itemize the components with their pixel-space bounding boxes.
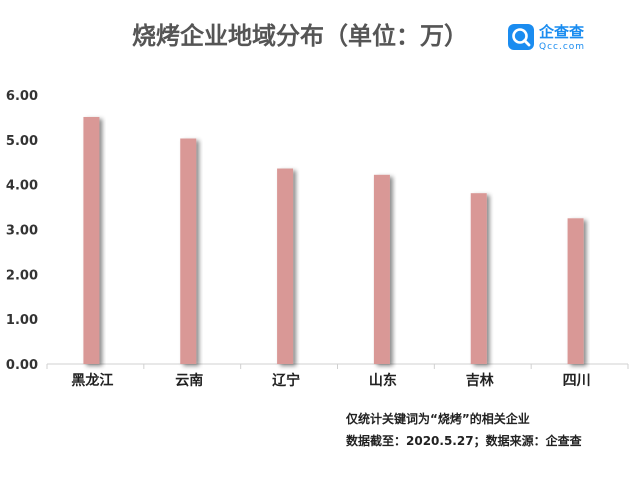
x-tick-label: 黑龙江 [71,372,113,389]
bars [83,116,584,365]
x-tick-label: 辽宁 [272,372,300,389]
x-tick-label: 四川 [563,373,591,389]
qcc-logo-icon [508,24,534,50]
y-tick-label: 5.00 [6,134,38,149]
y-tick-label: 3.00 [6,224,38,239]
bar [180,138,197,364]
bar [83,116,100,365]
x-tick-label: 吉林 [466,372,494,389]
y-axis: 0.00 1.00 2.00 3.00 4.00 5.00 6.00 [6,89,38,373]
footnote: 数据截至：2020.5.27；数据来源：企查查 [346,433,583,448]
y-tick-label: 1.00 [6,313,38,328]
logo-name: 企查查 [539,23,585,41]
bar [470,193,487,364]
y-tick-label: 0.00 [6,358,38,373]
footnote: 仅统计关键词为“烧烤”的相关企业 [345,411,530,426]
qcc-logo: 企查查 Qcc.com [508,22,618,56]
x-tick-label: 山东 [369,372,397,389]
bar [373,174,390,364]
logo-url: Qcc.com [539,42,586,52]
y-tick-label: 2.00 [6,268,38,283]
bar [277,168,294,364]
y-tick-label: 4.00 [6,179,38,194]
bar [567,218,584,364]
x-axis: 黑龙江 云南 辽宁 山东 吉林 四川 [46,363,629,389]
chart-title: 烧烤企业地域分布（单位：万） [132,22,468,50]
x-tick-label: 云南 [175,372,203,389]
y-tick-label: 6.00 [6,89,38,104]
